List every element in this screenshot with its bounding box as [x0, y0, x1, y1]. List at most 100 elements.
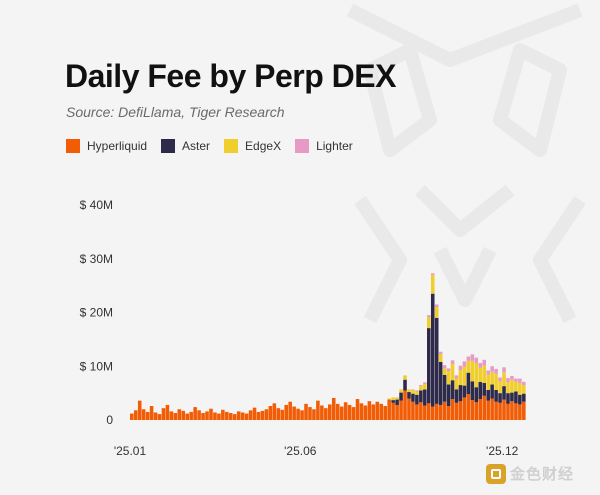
bar-hyperliquid [442, 401, 447, 420]
bar-hyperliquid [363, 405, 368, 420]
brand-text: 金色财经 [510, 466, 575, 483]
bar-hyperliquid [438, 404, 443, 420]
bar-hyperliquid [502, 399, 506, 420]
bar-hyperliquid [522, 401, 526, 420]
bar-aster [514, 391, 518, 404]
bar-edgex [474, 363, 479, 388]
bar-hyperliquid [462, 397, 467, 420]
bar-hyperliquid [316, 400, 320, 420]
bar-hyperliquid [470, 400, 475, 420]
bar-edgex [434, 307, 439, 318]
bar-hyperliquid [256, 411, 261, 420]
bar-hyperliquid [209, 408, 213, 420]
y-tick-label: $ 40M [80, 198, 113, 212]
y-tick-label: $ 20M [80, 306, 113, 320]
bar-hyperliquid [161, 408, 166, 420]
bar-hyperliquid [434, 403, 439, 421]
bar-hyperliquid [415, 404, 419, 420]
legend-label-aster: Aster [182, 139, 211, 153]
bar-hyperliquid [189, 411, 193, 420]
bar-aster [407, 392, 411, 399]
bar-hyperliquid [193, 407, 197, 420]
legend-label-hyperliquid: Hyperliquid [87, 139, 148, 153]
bar-hyperliquid [304, 403, 308, 421]
bar-hyperliquid [446, 406, 451, 420]
bar-lighter [423, 382, 427, 384]
bar-hyperliquid [343, 402, 348, 420]
legend-label-lighter: Lighter [316, 139, 353, 153]
bar-lighter [430, 273, 435, 275]
bar-hyperliquid [165, 404, 170, 420]
bar-edgex [458, 370, 463, 386]
brand-mark: 金色财经 [486, 463, 574, 484]
bar-hyperliquid [411, 401, 415, 420]
bar-lighter [522, 381, 526, 386]
bar-aster [478, 381, 483, 400]
bar-aster [470, 381, 475, 401]
bar-hyperliquid [300, 410, 304, 420]
bar-hyperliquid [387, 399, 391, 420]
bar-lighter [450, 360, 455, 365]
bar-aster [490, 384, 494, 399]
bar-edgex [514, 381, 518, 392]
y-tick-label: $ 30M [80, 252, 113, 266]
bar-edgex [391, 397, 395, 401]
bar-hyperliquid [205, 411, 209, 420]
bar-aster [454, 389, 459, 403]
bar-hyperliquid [506, 403, 510, 421]
bar-hyperliquid [355, 399, 360, 420]
bar-hyperliquid [157, 414, 162, 420]
bar-hyperliquid [419, 402, 423, 420]
bar-edgex [415, 391, 419, 395]
bar-hyperliquid [197, 410, 201, 420]
bar-hyperliquid [324, 408, 328, 420]
bar-hyperliquid [308, 407, 312, 420]
bar-aster [399, 392, 403, 401]
bar-lighter [438, 351, 443, 354]
bar-hyperliquid [213, 412, 217, 420]
bar-aster [411, 393, 415, 402]
bar-hyperliquid [292, 406, 296, 420]
bar-hyperliquid [320, 405, 324, 420]
legend-item-edgex: EdgeX [224, 139, 281, 153]
bar-hyperliquid [490, 398, 494, 420]
bar-aster [427, 328, 431, 404]
bar-hyperliquid [296, 408, 300, 420]
bar-hyperliquid [177, 409, 182, 420]
bar-aster [482, 382, 486, 396]
bar-edgex [510, 379, 514, 393]
bar-hyperliquid [458, 401, 463, 420]
bar-hyperliquid [153, 412, 158, 420]
bar-lighter [434, 304, 439, 308]
bar-hyperliquid [229, 413, 233, 420]
legend-swatch-edgex [224, 139, 239, 153]
bar-hyperliquid [280, 409, 285, 420]
bar-hyperliquid [264, 409, 269, 420]
bar-hyperliquid [498, 402, 502, 420]
bar-hyperliquid [391, 402, 395, 420]
bar-lighter [411, 389, 415, 390]
bar-lighter [494, 368, 498, 374]
x-tick-label: '25.06 [284, 444, 317, 458]
bar-hyperliquid [141, 409, 146, 420]
bar-lighter [478, 363, 483, 368]
bar-lighter [474, 357, 479, 364]
bar-hyperliquid [359, 403, 364, 420]
bar-edgex [387, 398, 391, 400]
y-tick-label: $ 10M [80, 359, 113, 373]
bar-lighter [427, 315, 431, 318]
bar-edgex [466, 360, 471, 373]
bar-hyperliquid [383, 406, 387, 420]
bar-edgex [522, 385, 526, 394]
bar-hyperliquid [450, 399, 455, 420]
bar-hyperliquid [260, 410, 265, 420]
bar-hyperliquid [407, 398, 411, 420]
bar-hyperliquid [240, 412, 245, 420]
bar-aster [450, 380, 455, 400]
bar-aster [486, 389, 490, 401]
bar-hyperliquid [133, 410, 138, 420]
bar-hyperliquid [367, 401, 372, 420]
legend-item-hyperliquid: Hyperliquid [66, 139, 147, 153]
bar-edgex [454, 378, 459, 390]
